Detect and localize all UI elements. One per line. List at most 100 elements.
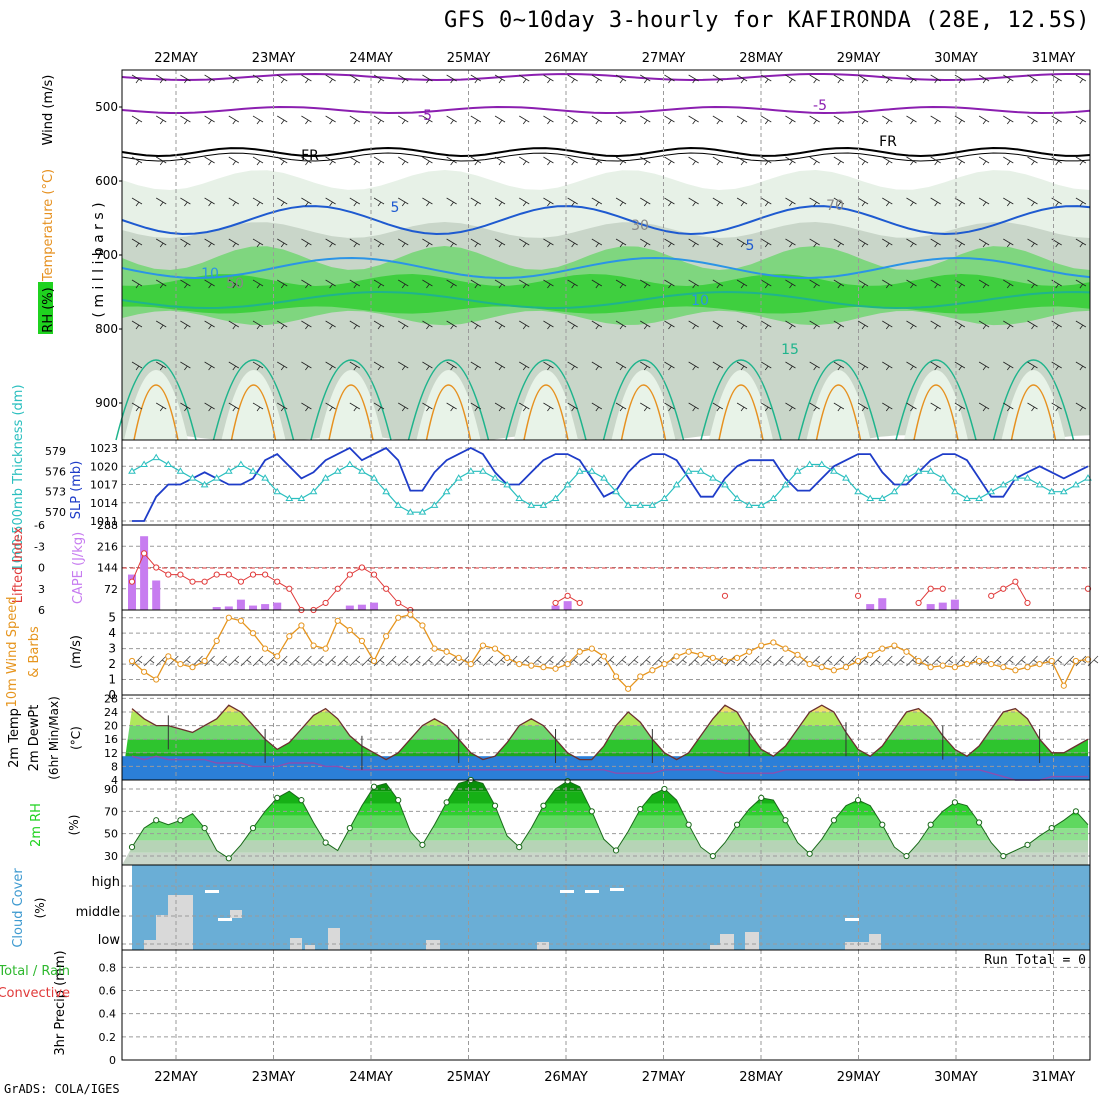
rh-marker xyxy=(830,817,837,824)
wind-barb xyxy=(325,74,336,84)
wind-barb xyxy=(591,279,603,289)
wind-barb xyxy=(712,74,724,84)
wind-barb xyxy=(398,402,409,412)
rh-legend-swatch xyxy=(38,282,53,334)
lifted-index-marker xyxy=(262,571,269,578)
precip-tick: 0.4 xyxy=(99,1008,117,1021)
wind-barb xyxy=(277,402,288,412)
cape-bar xyxy=(261,604,270,610)
wind-speed-marker xyxy=(552,665,559,672)
wind-barb xyxy=(252,320,264,330)
wind-barb-10m xyxy=(1027,655,1038,667)
precip-tick: 0.8 xyxy=(99,961,117,974)
wind-barb xyxy=(519,238,530,248)
wind-barb xyxy=(252,115,264,125)
temp-fill-cold xyxy=(122,756,1090,780)
rh-tick: 90 xyxy=(104,783,118,796)
wind-barb xyxy=(736,279,748,289)
temp-contour-teal xyxy=(602,359,685,441)
wind-barb xyxy=(809,320,820,330)
rh-marker xyxy=(782,817,789,824)
temp-tick: 8 xyxy=(111,760,118,773)
freezing-level-line-2 xyxy=(121,152,1091,162)
wind-speed-marker xyxy=(649,667,656,674)
wind-barb xyxy=(519,279,530,289)
wind-barb xyxy=(567,279,578,289)
wind-barb xyxy=(204,156,215,166)
wind-speed-marker xyxy=(262,645,269,652)
wind-barb xyxy=(1027,320,1038,330)
wind-barb xyxy=(615,197,627,207)
thickness-marker xyxy=(1035,480,1044,488)
date-label-bottom: 31MAY xyxy=(1032,1070,1076,1085)
wind-speed-marker xyxy=(1012,667,1019,674)
ylabel-minmax: (6hr Min/Max) xyxy=(47,696,61,780)
wind-barb xyxy=(470,361,482,371)
thickness-marker xyxy=(829,467,838,474)
wind-barb xyxy=(833,238,845,248)
ylabel-2m-rh: 2m RH xyxy=(29,803,44,847)
wind-barb-10m xyxy=(833,655,845,667)
wind-barb-10m xyxy=(579,655,591,667)
wind-barb xyxy=(543,197,554,207)
wind-barb xyxy=(155,156,167,166)
wind-barb xyxy=(155,279,167,289)
slp-line xyxy=(132,446,1089,522)
wind-speed-marker xyxy=(310,642,317,649)
wind-barb xyxy=(1075,156,1087,166)
rh-marker xyxy=(274,794,281,801)
date-label-top: 25MAY xyxy=(447,51,491,66)
wind-barb xyxy=(978,238,990,248)
wind-barb xyxy=(930,197,941,207)
wind-speed-marker xyxy=(286,633,293,640)
wind-barb xyxy=(180,279,191,289)
wind-speed-marker xyxy=(383,633,390,640)
ylabel-total-rain: Total / Rain xyxy=(0,964,70,979)
wind-speed-marker xyxy=(1072,657,1079,665)
contour-label: FR xyxy=(301,148,319,164)
wind-barb xyxy=(930,115,941,125)
date-label-bottom: 30MAY xyxy=(934,1070,978,1085)
wind-barb xyxy=(277,279,288,289)
wind-barb xyxy=(785,361,796,371)
temp-contour-15 xyxy=(121,290,1091,310)
contour-label: 10 xyxy=(691,293,709,309)
wind-barb xyxy=(180,74,191,84)
date-label-bottom: 22MAY xyxy=(154,1070,198,1085)
cape-bar xyxy=(866,604,875,610)
wind-speed-marker xyxy=(576,648,583,655)
ylabel-rh-units: (%) xyxy=(67,815,81,836)
wind-barb xyxy=(494,197,506,207)
wind-barb xyxy=(857,402,869,412)
wind-barb xyxy=(882,115,893,125)
wind-barb xyxy=(131,279,143,289)
wind-barb xyxy=(494,156,506,166)
wind-barb xyxy=(131,320,143,330)
cloud-level-label: low xyxy=(98,933,121,948)
temp-contour-teal xyxy=(407,359,490,441)
wind-barb xyxy=(446,238,457,248)
cape-tick: 144 xyxy=(97,562,118,575)
wind-barb xyxy=(664,361,675,371)
wind-barb xyxy=(1003,197,1014,207)
thickness-tick: 576 xyxy=(45,465,66,478)
wind-barb xyxy=(809,402,820,412)
slp-tick: 1020 xyxy=(90,460,118,473)
thickness-marker xyxy=(527,501,536,508)
wind-barb xyxy=(131,197,143,207)
wind-barb xyxy=(809,238,820,248)
wind-barb-10m xyxy=(615,655,627,667)
wind-barb-10m xyxy=(422,655,433,667)
wind-speed-marker xyxy=(867,651,874,658)
wind-speed-marker xyxy=(625,685,632,692)
cape-bar xyxy=(212,607,221,610)
temp-contour-minus5 xyxy=(121,105,1091,115)
cape-bar xyxy=(249,605,258,610)
wind-barb xyxy=(373,320,385,330)
wind-speed-marker xyxy=(854,657,862,665)
precip-tick: 0.6 xyxy=(99,985,117,998)
thickness-marker xyxy=(479,467,487,474)
rh-marker xyxy=(1072,808,1079,815)
wind-barb xyxy=(494,402,506,412)
wind-barb xyxy=(519,156,530,166)
